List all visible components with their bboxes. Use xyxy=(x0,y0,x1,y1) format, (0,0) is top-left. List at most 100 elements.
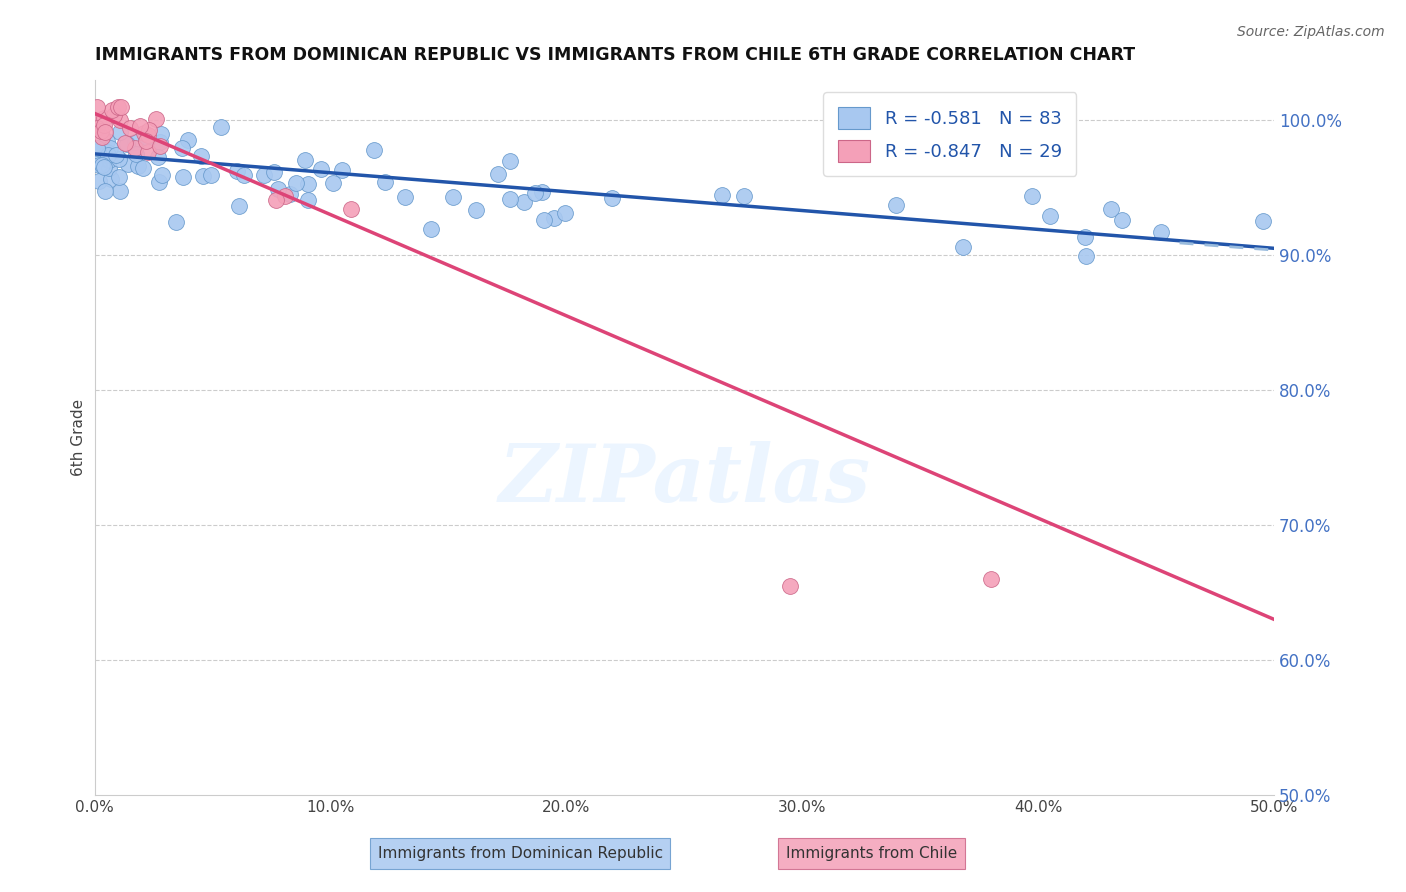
Point xyxy=(94,184,117,198)
Point xyxy=(129,119,152,133)
Point xyxy=(87,114,110,128)
Point xyxy=(1150,225,1173,239)
Point xyxy=(952,240,974,254)
Point xyxy=(980,572,1002,586)
Point xyxy=(1099,202,1122,217)
Point xyxy=(710,187,733,202)
Point xyxy=(228,199,250,213)
Point xyxy=(104,148,127,162)
Point xyxy=(124,135,146,149)
Point xyxy=(779,578,801,592)
Point xyxy=(148,176,170,190)
Point xyxy=(93,125,115,139)
Point xyxy=(93,160,115,174)
Point xyxy=(110,100,132,114)
Point xyxy=(146,151,169,165)
Point xyxy=(267,182,290,196)
Point xyxy=(98,141,121,155)
Point xyxy=(97,148,120,162)
Point xyxy=(499,153,522,168)
Point xyxy=(1111,213,1133,227)
Point xyxy=(278,186,301,201)
Point xyxy=(297,177,319,191)
Point xyxy=(322,176,344,190)
Point xyxy=(138,123,160,137)
Point xyxy=(97,161,120,175)
Point xyxy=(93,111,115,125)
Point xyxy=(132,126,155,140)
Point xyxy=(340,202,363,217)
Point xyxy=(135,130,157,145)
Point xyxy=(145,112,167,126)
Point xyxy=(110,184,132,198)
Point xyxy=(513,194,536,209)
Point xyxy=(533,213,555,227)
Point xyxy=(190,149,212,163)
Point xyxy=(1074,230,1097,244)
Point xyxy=(733,189,755,203)
Point xyxy=(465,202,488,217)
Point xyxy=(149,127,172,141)
Point xyxy=(394,190,416,204)
Point xyxy=(93,118,115,132)
Point xyxy=(149,138,172,153)
Point xyxy=(136,133,159,147)
Point xyxy=(97,153,120,168)
Point xyxy=(209,120,232,134)
Point xyxy=(107,100,129,114)
Point xyxy=(486,167,509,181)
Point xyxy=(524,186,547,200)
Point xyxy=(96,145,118,160)
Text: Immigrants from Chile: Immigrants from Chile xyxy=(786,847,957,861)
Point xyxy=(110,126,132,140)
Point xyxy=(100,172,122,186)
Point xyxy=(86,141,108,155)
Text: Immigrants from Dominican Republic: Immigrants from Dominican Republic xyxy=(378,847,662,861)
Point xyxy=(136,128,159,143)
Point xyxy=(136,145,159,159)
Point xyxy=(165,215,187,229)
Point xyxy=(90,158,112,172)
Point xyxy=(193,169,215,183)
Point xyxy=(90,129,112,144)
Point xyxy=(332,163,354,178)
Point xyxy=(108,153,131,167)
Point xyxy=(232,169,254,183)
Point xyxy=(531,185,554,199)
Y-axis label: 6th Grade: 6th Grade xyxy=(72,399,86,475)
Point xyxy=(263,165,285,179)
Point xyxy=(886,198,908,212)
Point xyxy=(124,141,146,155)
Point xyxy=(127,159,149,173)
Point xyxy=(374,175,396,189)
Point xyxy=(120,121,142,136)
Point xyxy=(284,176,307,190)
Point xyxy=(554,206,576,220)
Point xyxy=(177,133,200,147)
Point xyxy=(1251,214,1274,228)
Text: Source: ZipAtlas.com: Source: ZipAtlas.com xyxy=(1237,25,1385,39)
Point xyxy=(87,145,110,159)
Point xyxy=(87,174,110,188)
Point xyxy=(89,158,111,172)
Point xyxy=(543,211,565,225)
Point xyxy=(101,103,124,117)
Point xyxy=(1039,209,1062,223)
Point xyxy=(117,157,139,171)
Point xyxy=(86,100,108,114)
Point xyxy=(225,164,247,178)
Point xyxy=(86,121,108,136)
Point xyxy=(114,136,136,150)
Point xyxy=(108,169,131,184)
Text: IMMIGRANTS FROM DOMINICAN REPUBLIC VS IMMIGRANTS FROM CHILE 6TH GRADE CORRELATIO: IMMIGRANTS FROM DOMINICAN REPUBLIC VS IM… xyxy=(94,46,1135,64)
Point xyxy=(132,161,155,175)
Point xyxy=(124,146,146,161)
Point xyxy=(498,192,520,206)
Point xyxy=(264,193,287,207)
Point xyxy=(170,141,193,155)
Point xyxy=(602,191,624,205)
Point xyxy=(1074,249,1097,263)
Point xyxy=(86,120,108,134)
Point xyxy=(1021,189,1043,203)
Point xyxy=(150,168,173,182)
